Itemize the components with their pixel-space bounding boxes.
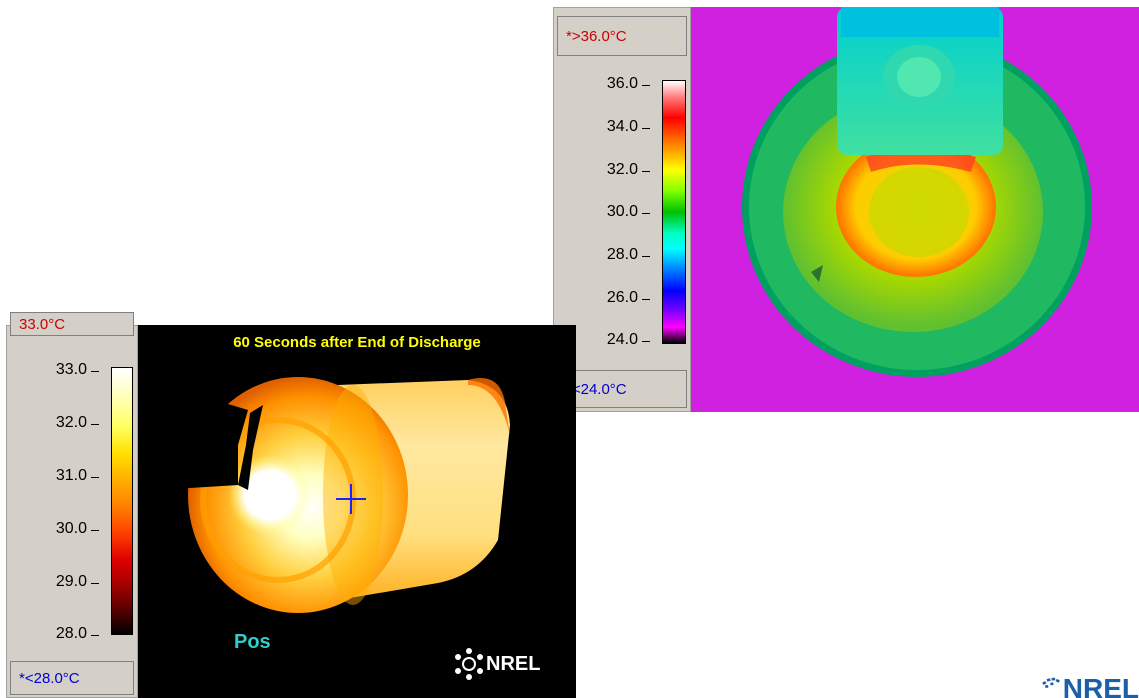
side-tick-mark <box>91 424 99 425</box>
corner-logo-text: NREL <box>1062 673 1139 698</box>
top-tick-mark <box>642 213 650 214</box>
top-max-readout: *>36.0°C <box>557 16 687 56</box>
top-thermal-image <box>691 7 1139 412</box>
top-tick-mark <box>642 128 650 129</box>
side-image-title: 60 Seconds after End of Discharge <box>233 334 481 351</box>
side-thermal-image: 60 Seconds after End of Discharge Pos NR… <box>138 325 576 698</box>
top-tick-mark <box>642 256 650 257</box>
top-tick-label: 32.0 <box>606 161 638 178</box>
top-min-readout: *<24.0°C <box>557 370 687 408</box>
side-tick-mark <box>91 635 99 636</box>
top-tick-mark <box>642 299 650 300</box>
corner-logo: NREL <box>1040 668 1139 698</box>
side-tick-mark <box>91 371 99 372</box>
top-tick-mark <box>642 171 650 172</box>
side-color-scale-bar <box>111 367 133 635</box>
top-scale-panel: *>36.0°C 36.0 34.0 32.0 30.0 28.0 26.0 2… <box>553 7 691 412</box>
side-image-logo: NREL <box>454 647 540 681</box>
top-tick-label: 26.0 <box>606 289 638 306</box>
side-scale-panel: 33.0°C 33.0 32.0 31.0 30.0 29.0 28.0 *<2… <box>6 312 138 698</box>
side-thermal-image-svg <box>158 377 510 613</box>
top-tick-label: 36.0 <box>606 75 638 92</box>
side-image-pos-label: Pos <box>234 631 271 653</box>
side-tick-mark <box>91 530 99 531</box>
side-max-readout: 33.0°C <box>10 312 134 336</box>
top-tick-label: 30.0 <box>606 203 638 220</box>
top-tick-mark <box>642 341 650 342</box>
nrel-logo-icon <box>455 648 483 680</box>
top-tick-label: 34.0 <box>606 118 638 135</box>
side-tick-mark <box>91 583 99 584</box>
side-tick-label: 33.0 <box>55 361 87 378</box>
top-thermal-image-svg <box>691 7 1139 412</box>
top-tick-label: 24.0 <box>606 331 638 348</box>
side-tick-label: 32.0 <box>55 414 87 431</box>
side-tick-label: 31.0 <box>55 467 87 484</box>
top-color-scale-bar <box>662 80 686 344</box>
side-tick-label: 30.0 <box>55 520 87 537</box>
side-tick-label: 29.0 <box>55 573 87 590</box>
top-tick-label: 28.0 <box>606 246 638 263</box>
top-tick-mark <box>642 85 650 86</box>
side-tick-mark <box>91 477 99 478</box>
side-tick-label: 28.0 <box>55 625 87 642</box>
side-min-readout: *<28.0°C <box>10 661 134 695</box>
corner-nrel-logo-icon <box>1042 677 1060 688</box>
side-logo-text: NREL <box>486 652 541 675</box>
